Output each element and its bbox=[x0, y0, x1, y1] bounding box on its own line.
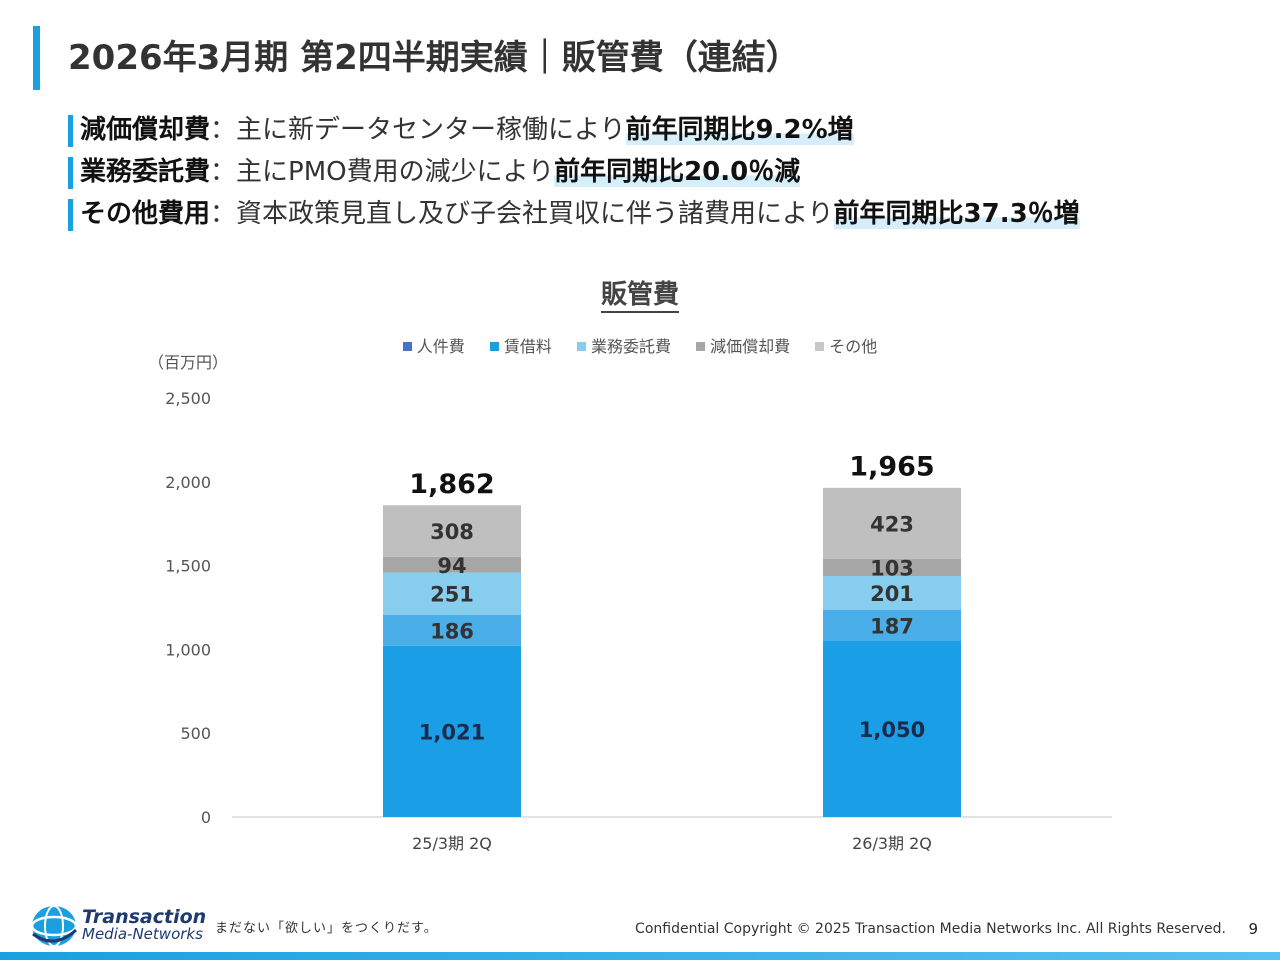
chart-legend: 人件費 賃借料 業務委託費 減価償却費 その他 bbox=[0, 333, 1280, 357]
bar-total-label: 1,862 bbox=[409, 469, 494, 500]
y-axis-unit-label: （百万円） bbox=[148, 353, 229, 372]
company-logo-icon bbox=[30, 905, 78, 947]
legend-label: 賃借料 bbox=[503, 337, 552, 356]
bar-segment-value-label: 186 bbox=[430, 619, 474, 643]
copyright-notice: Confidential Copyright © 2025 Transactio… bbox=[635, 921, 1226, 937]
legend-label: 業務委託費 bbox=[590, 337, 671, 356]
bar-total-label: 1,965 bbox=[849, 452, 934, 483]
bullet-item: 減価償却費：主に新データセンター稼働により前年同期比9.2%増 bbox=[68, 110, 1080, 152]
y-tick-label: 2,000 bbox=[165, 473, 211, 492]
footer-accent-bar bbox=[0, 952, 1280, 960]
legend-label: 減価償却費 bbox=[710, 337, 791, 356]
x-tick-label: 25/3期 2Q bbox=[412, 834, 492, 853]
logo-wordmark-line2: Media-Networks bbox=[82, 925, 203, 943]
company-tagline: まだない「欲しい」をつくりだす。 bbox=[215, 921, 438, 936]
bullet-list: 減価償却費：主に新データセンター稼働により前年同期比9.2%増 業務委託費：主に… bbox=[68, 110, 1080, 236]
bullet-item: その他費用：資本政策見直し及び子会社買収に伴う諸費用により前年同期比37.3％増 bbox=[68, 194, 1080, 236]
bullet-text: 資本政策見直し及び子会社買収に伴う諸費用により bbox=[236, 199, 834, 229]
legend-item: 人件費 bbox=[402, 333, 465, 357]
legend-item: 減価償却費 bbox=[696, 333, 790, 357]
legend-label: その他 bbox=[829, 337, 878, 356]
x-tick-label: 26/3期 2Q bbox=[852, 834, 932, 853]
legend-item: 業務委託費 bbox=[576, 333, 671, 357]
bullet-label: 業務委託費 bbox=[80, 157, 211, 187]
bar-segment-value-label: 201 bbox=[870, 582, 914, 606]
bullet-text: 主にPMO費用の減少により bbox=[236, 157, 555, 187]
bar-segment bbox=[823, 558, 961, 576]
bar-segment-value-label: 308 bbox=[430, 520, 474, 544]
legend-swatch bbox=[576, 342, 586, 351]
bullet-separator: ： bbox=[210, 157, 237, 187]
bar-segment bbox=[823, 487, 961, 559]
y-tick-label: 500 bbox=[180, 724, 211, 743]
legend-swatch bbox=[696, 342, 706, 351]
bar-segment-value-label: 1,021 bbox=[419, 720, 485, 744]
chart-title: 販管費 bbox=[600, 280, 679, 313]
bar-segment bbox=[383, 645, 521, 817]
bar-segment bbox=[823, 609, 961, 642]
bar-segment-value-label: 251 bbox=[430, 583, 474, 607]
y-tick-label: 1,500 bbox=[165, 557, 211, 576]
bar-segment-value-label: 187 bbox=[870, 614, 914, 638]
bar-segment-value-label: 1,050 bbox=[859, 718, 925, 742]
bullet-text: 主に新データセンター稼働により bbox=[236, 115, 626, 145]
bar-segment bbox=[383, 556, 521, 573]
bullet-highlight: 前年同期比37.3％増 bbox=[833, 199, 1080, 229]
chart-title-wrap: 販管費 bbox=[0, 274, 1280, 313]
bullet-separator: ： bbox=[210, 115, 237, 145]
slide-title: 2026年3月期 第2四半期実績｜販管費（連結） bbox=[68, 38, 800, 78]
bar-segment-value-label: 94 bbox=[437, 554, 466, 578]
legend-item: その他 bbox=[815, 333, 877, 357]
bullet-separator: ： bbox=[210, 199, 237, 229]
bullet-highlight: 前年同期比20.0％減 bbox=[554, 157, 801, 187]
bullet-label: 減価償却費 bbox=[80, 115, 211, 145]
bar-segment-value-label: 423 bbox=[870, 512, 914, 536]
legend-swatch bbox=[402, 342, 412, 351]
y-tick-label: 1,000 bbox=[165, 640, 211, 659]
legend-label: 人件費 bbox=[416, 337, 465, 356]
bullet-label: その他費用 bbox=[80, 199, 211, 229]
bullet-item: 業務委託費：主にPMO費用の減少により前年同期比20.0％減 bbox=[68, 152, 1080, 194]
bullet-highlight: 前年同期比9.2%増 bbox=[625, 115, 854, 145]
page-number: 9 bbox=[1248, 920, 1258, 938]
legend-item: 賃借料 bbox=[489, 333, 552, 357]
bar-segment bbox=[823, 575, 961, 610]
y-tick-label: 2,500 bbox=[165, 389, 211, 408]
bar-segment bbox=[383, 505, 521, 557]
bar-segment bbox=[383, 572, 521, 615]
y-tick-label: 0 bbox=[201, 808, 211, 827]
bar-segment-value-label: 103 bbox=[870, 556, 914, 580]
legend-swatch bbox=[489, 342, 499, 351]
bar-segment bbox=[823, 641, 961, 817]
logo-wordmark-line1: Transaction bbox=[82, 906, 207, 928]
stacked-bar-chart: 0 500 1,000 1,500 2,000 2,500 1,021 186 251 94 308… bbox=[165, 389, 1112, 853]
title-accent-bar bbox=[33, 26, 40, 90]
bar-segment bbox=[383, 614, 521, 646]
legend-swatch bbox=[815, 342, 825, 351]
